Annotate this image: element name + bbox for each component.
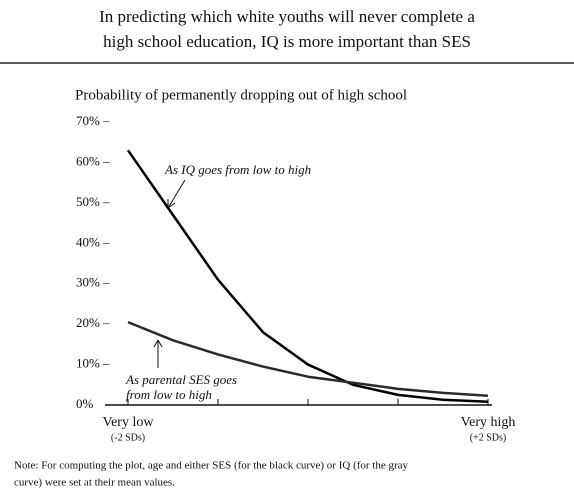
line-series <box>126 149 489 404</box>
x-tick-label: Very high <box>461 415 516 430</box>
chart-title: high school education, IQ is more import… <box>103 32 471 51</box>
y-tick-label: 70% – <box>76 113 110 128</box>
note: Note: For computing the plot, age and ei… <box>14 460 409 472</box>
arrow-head <box>167 199 176 209</box>
y-tick-label: 10% – <box>76 356 110 371</box>
y-tick-label: 30% – <box>76 275 110 290</box>
chart-subtitle: Probability of permanently dropping out … <box>75 87 407 103</box>
arrow-head <box>153 339 163 348</box>
annotation: As IQ goes from low to high <box>165 162 312 177</box>
x-tick-label: Very low <box>103 415 155 430</box>
arrow <box>167 179 186 209</box>
chart-title: In predicting which white youths will ne… <box>99 7 475 26</box>
x-tick-sublabel: (+2 SDs) <box>470 432 506 443</box>
x-tick-sublabel: (-2 SDs) <box>111 432 145 443</box>
y-tick-label: 40% – <box>76 234 110 249</box>
y-tick-label: 0% <box>76 396 94 411</box>
y-tick-label: 60% – <box>76 153 110 168</box>
note: curve) were set at their mean values. <box>14 477 175 489</box>
annotation: As parental SES goes from low to high <box>126 372 238 402</box>
y-tick-label: 20% – <box>76 315 110 330</box>
line-series <box>127 320 489 397</box>
y-tick-label: 50% – <box>76 194 110 209</box>
